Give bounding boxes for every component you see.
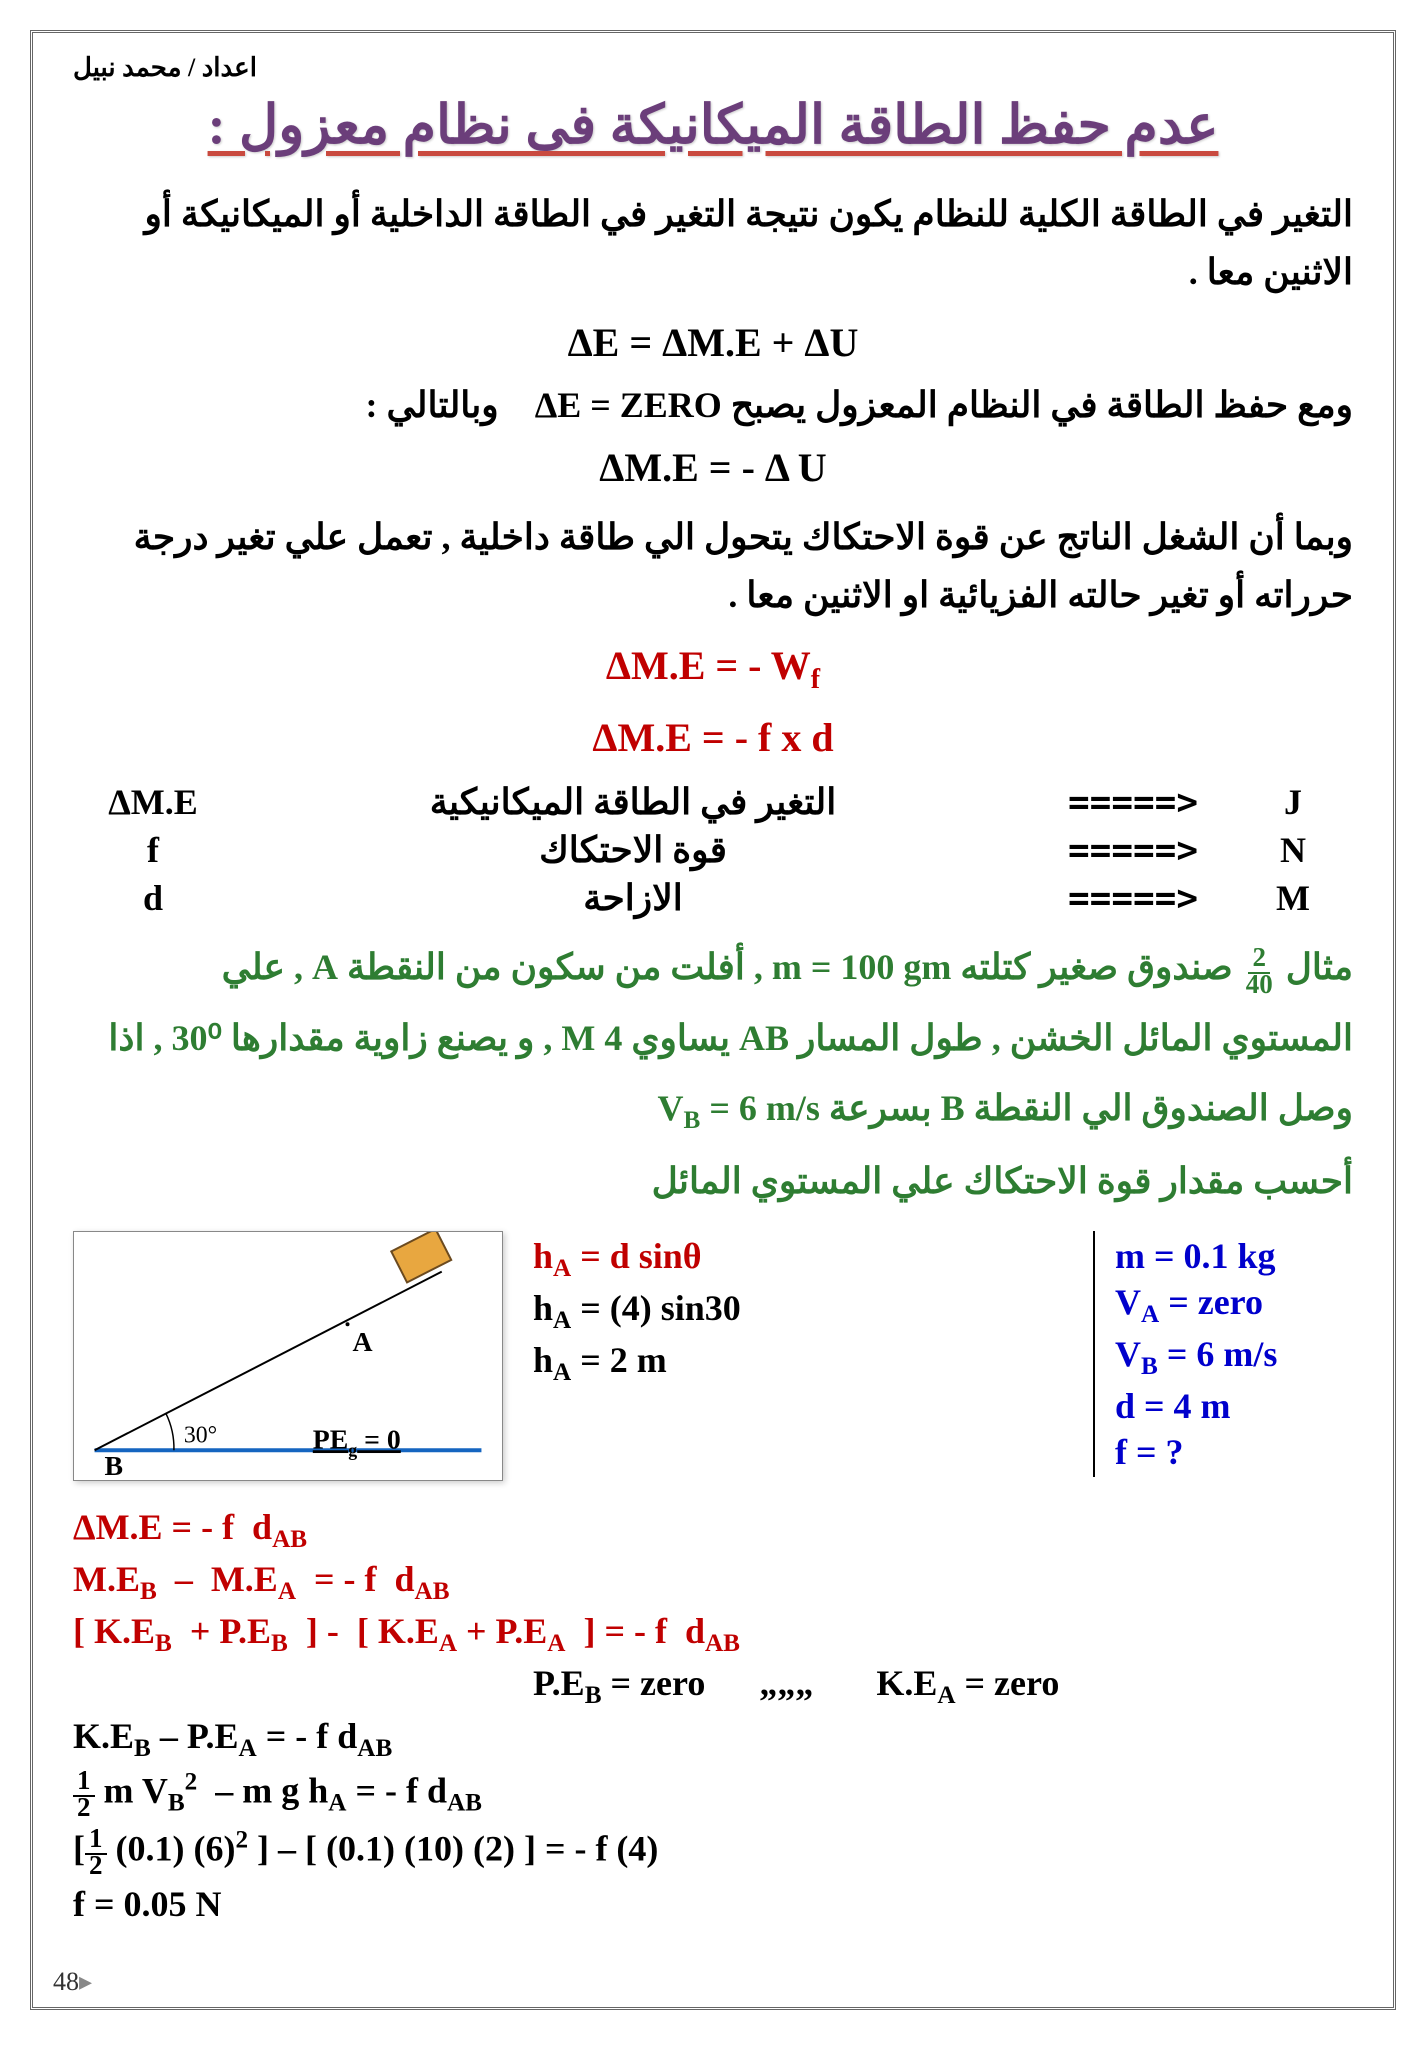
sol-line-5: K.EB – P.EA = - f dAB xyxy=(73,1715,1353,1763)
given-column: m = 0.1 kg VA = zero VB = 6 m/s d = 4 m … xyxy=(1093,1231,1353,1477)
point-a-dot xyxy=(346,1322,350,1326)
eq3-sub: f xyxy=(811,664,820,695)
eq3-main: ΔM.E = - W xyxy=(606,643,811,688)
calc-h3: hA = 2 m xyxy=(533,1339,1063,1387)
given-d: d = 4 m xyxy=(1115,1385,1353,1427)
equation-3: ΔM.E = - Wf xyxy=(73,642,1353,696)
given-f: f = ? xyxy=(1115,1431,1353,1473)
example-line-2: المستوي المائل الخشن , طول المسار AB يسا… xyxy=(73,1010,1353,1068)
given-va: VA = zero xyxy=(1115,1281,1353,1329)
equation-4: ΔM.E = - f x d xyxy=(73,714,1353,761)
example-number-frac: 2 40 xyxy=(1242,944,1277,998)
given-m: m = 0.1 kg xyxy=(1115,1235,1353,1277)
intro-paragraph: التغير في الطاقة الكلية للنظام يكون نتيج… xyxy=(73,186,1353,301)
equation-1: ΔE = ΔM.E + ΔU xyxy=(73,319,1353,366)
page-title: عدم حفظ الطاقة الميكانيكة فى نظام معزول … xyxy=(73,93,1353,156)
box-icon xyxy=(391,1231,451,1282)
def-arrow: =====> xyxy=(1033,782,1233,823)
text-pre: ومع حفظ الطاقة في النظام المعزول يصبح xyxy=(731,385,1353,425)
def-arabic: قوة الاحتكاك xyxy=(233,829,1033,871)
eq-inline: ΔE = ZERO xyxy=(535,384,722,426)
ex-t2e: , اذا xyxy=(108,1018,171,1058)
author-credit: اعداد / محمد نبيل xyxy=(73,53,1373,83)
def-row: f قوة الاحتكاك =====> N xyxy=(73,829,1353,871)
sol-line-8: f = 0.05 N xyxy=(73,1883,1353,1925)
example-line-1: مثال 2 40 صندوق صغير كتلته m = 100 gm , … xyxy=(73,939,1353,998)
example-label: مثال xyxy=(1286,947,1353,987)
def-arabic: الازاحة xyxy=(233,877,1033,919)
given-vb: VB = 6 m/s xyxy=(1115,1333,1353,1381)
angle-arc xyxy=(166,1413,174,1450)
equation-2: ΔM.E = - Δ U xyxy=(73,444,1353,491)
text-post: وبالتالي : xyxy=(366,385,499,425)
diagram-column: 30° B A PEg = 0 xyxy=(73,1231,503,1486)
frac-den: 40 xyxy=(1242,969,1277,999)
def-unit: M xyxy=(1233,877,1353,919)
page-number: 48 xyxy=(53,1967,96,1997)
def-unit: N xyxy=(1233,829,1353,871)
friction-paragraph: وبما أن الشغل الناتج عن قوة الاحتكاك يتح… xyxy=(73,509,1353,624)
sol-line-3: [ K.EB + P.EB ] - [ K.EA + P.EA ] = - f … xyxy=(73,1610,1353,1658)
example-line-3: وصل الصندوق الي النقطة B بسرعة VB = 6 m/… xyxy=(73,1080,1353,1142)
def-symbol: ΔM.E xyxy=(73,781,233,823)
sol-line-1: ΔM.E = - f dAB xyxy=(73,1506,1353,1554)
ex-t3p: وصل الصندوق الي النقطة B بسرعة xyxy=(820,1088,1353,1128)
definitions-table: ΔM.E التغير في الطاقة الميكانيكية =====>… xyxy=(73,781,1353,919)
point-b-label: B xyxy=(104,1451,123,1481)
calc-h2: hA = (4) sin30 xyxy=(533,1287,1063,1335)
def-row: d الازاحة =====> M xyxy=(73,877,1353,919)
def-unit: J xyxy=(1233,781,1353,823)
calc-h1: hA = d sinθ xyxy=(533,1235,1063,1283)
sol-line-2: M.EB – M.EA = - f dAB xyxy=(73,1558,1353,1606)
def-arabic: التغير في الطاقة الميكانيكية xyxy=(233,781,1033,823)
angle-label: 30° xyxy=(184,1422,217,1448)
sol-line-7: [12 (0.1) (6)2 ] – [ (0.1) (10) (2) ] = … xyxy=(73,1825,1353,1879)
def-symbol: d xyxy=(73,877,233,919)
ex-t2: المستوي المائل الخشن , طول المسار AB يسا… xyxy=(222,1018,1353,1058)
conservation-line: ومع حفظ الطاقة في النظام المعزول يصبح ΔE… xyxy=(73,384,1353,426)
example-text: صندوق صغير كتلته m = 100 gm , أفلت من سك… xyxy=(222,947,1233,987)
def-symbol: f xyxy=(73,829,233,871)
sol-line-6: 12 m VB2 – m g hA = - f dAB xyxy=(73,1767,1353,1821)
point-a-label: A xyxy=(352,1327,372,1358)
def-row: ΔM.E التغير في الطاقة الميكانيكية =====>… xyxy=(73,781,1353,823)
ex-deg: 30⁰ xyxy=(171,1010,221,1068)
incline-diagram: 30° B A PEg = 0 xyxy=(73,1231,503,1481)
def-arrow: =====> xyxy=(1033,878,1233,919)
solution-area: 30° B A PEg = 0 hA = d sinθ hA = (4) sin… xyxy=(73,1231,1353,1486)
example-line-4: أحسب مقدار قوة الاحتكاك علي المستوي الما… xyxy=(73,1153,1353,1211)
pe-label: PEg = 0 xyxy=(313,1424,401,1460)
ex-vb: VB = 6 m/s xyxy=(658,1080,820,1142)
def-arrow: =====> xyxy=(1033,830,1233,871)
sol-line-4: P.EB = zero „„„ K.EA = zero xyxy=(73,1662,1353,1710)
calc-column: hA = d sinθ hA = (4) sin30 hA = 2 m xyxy=(533,1231,1063,1392)
